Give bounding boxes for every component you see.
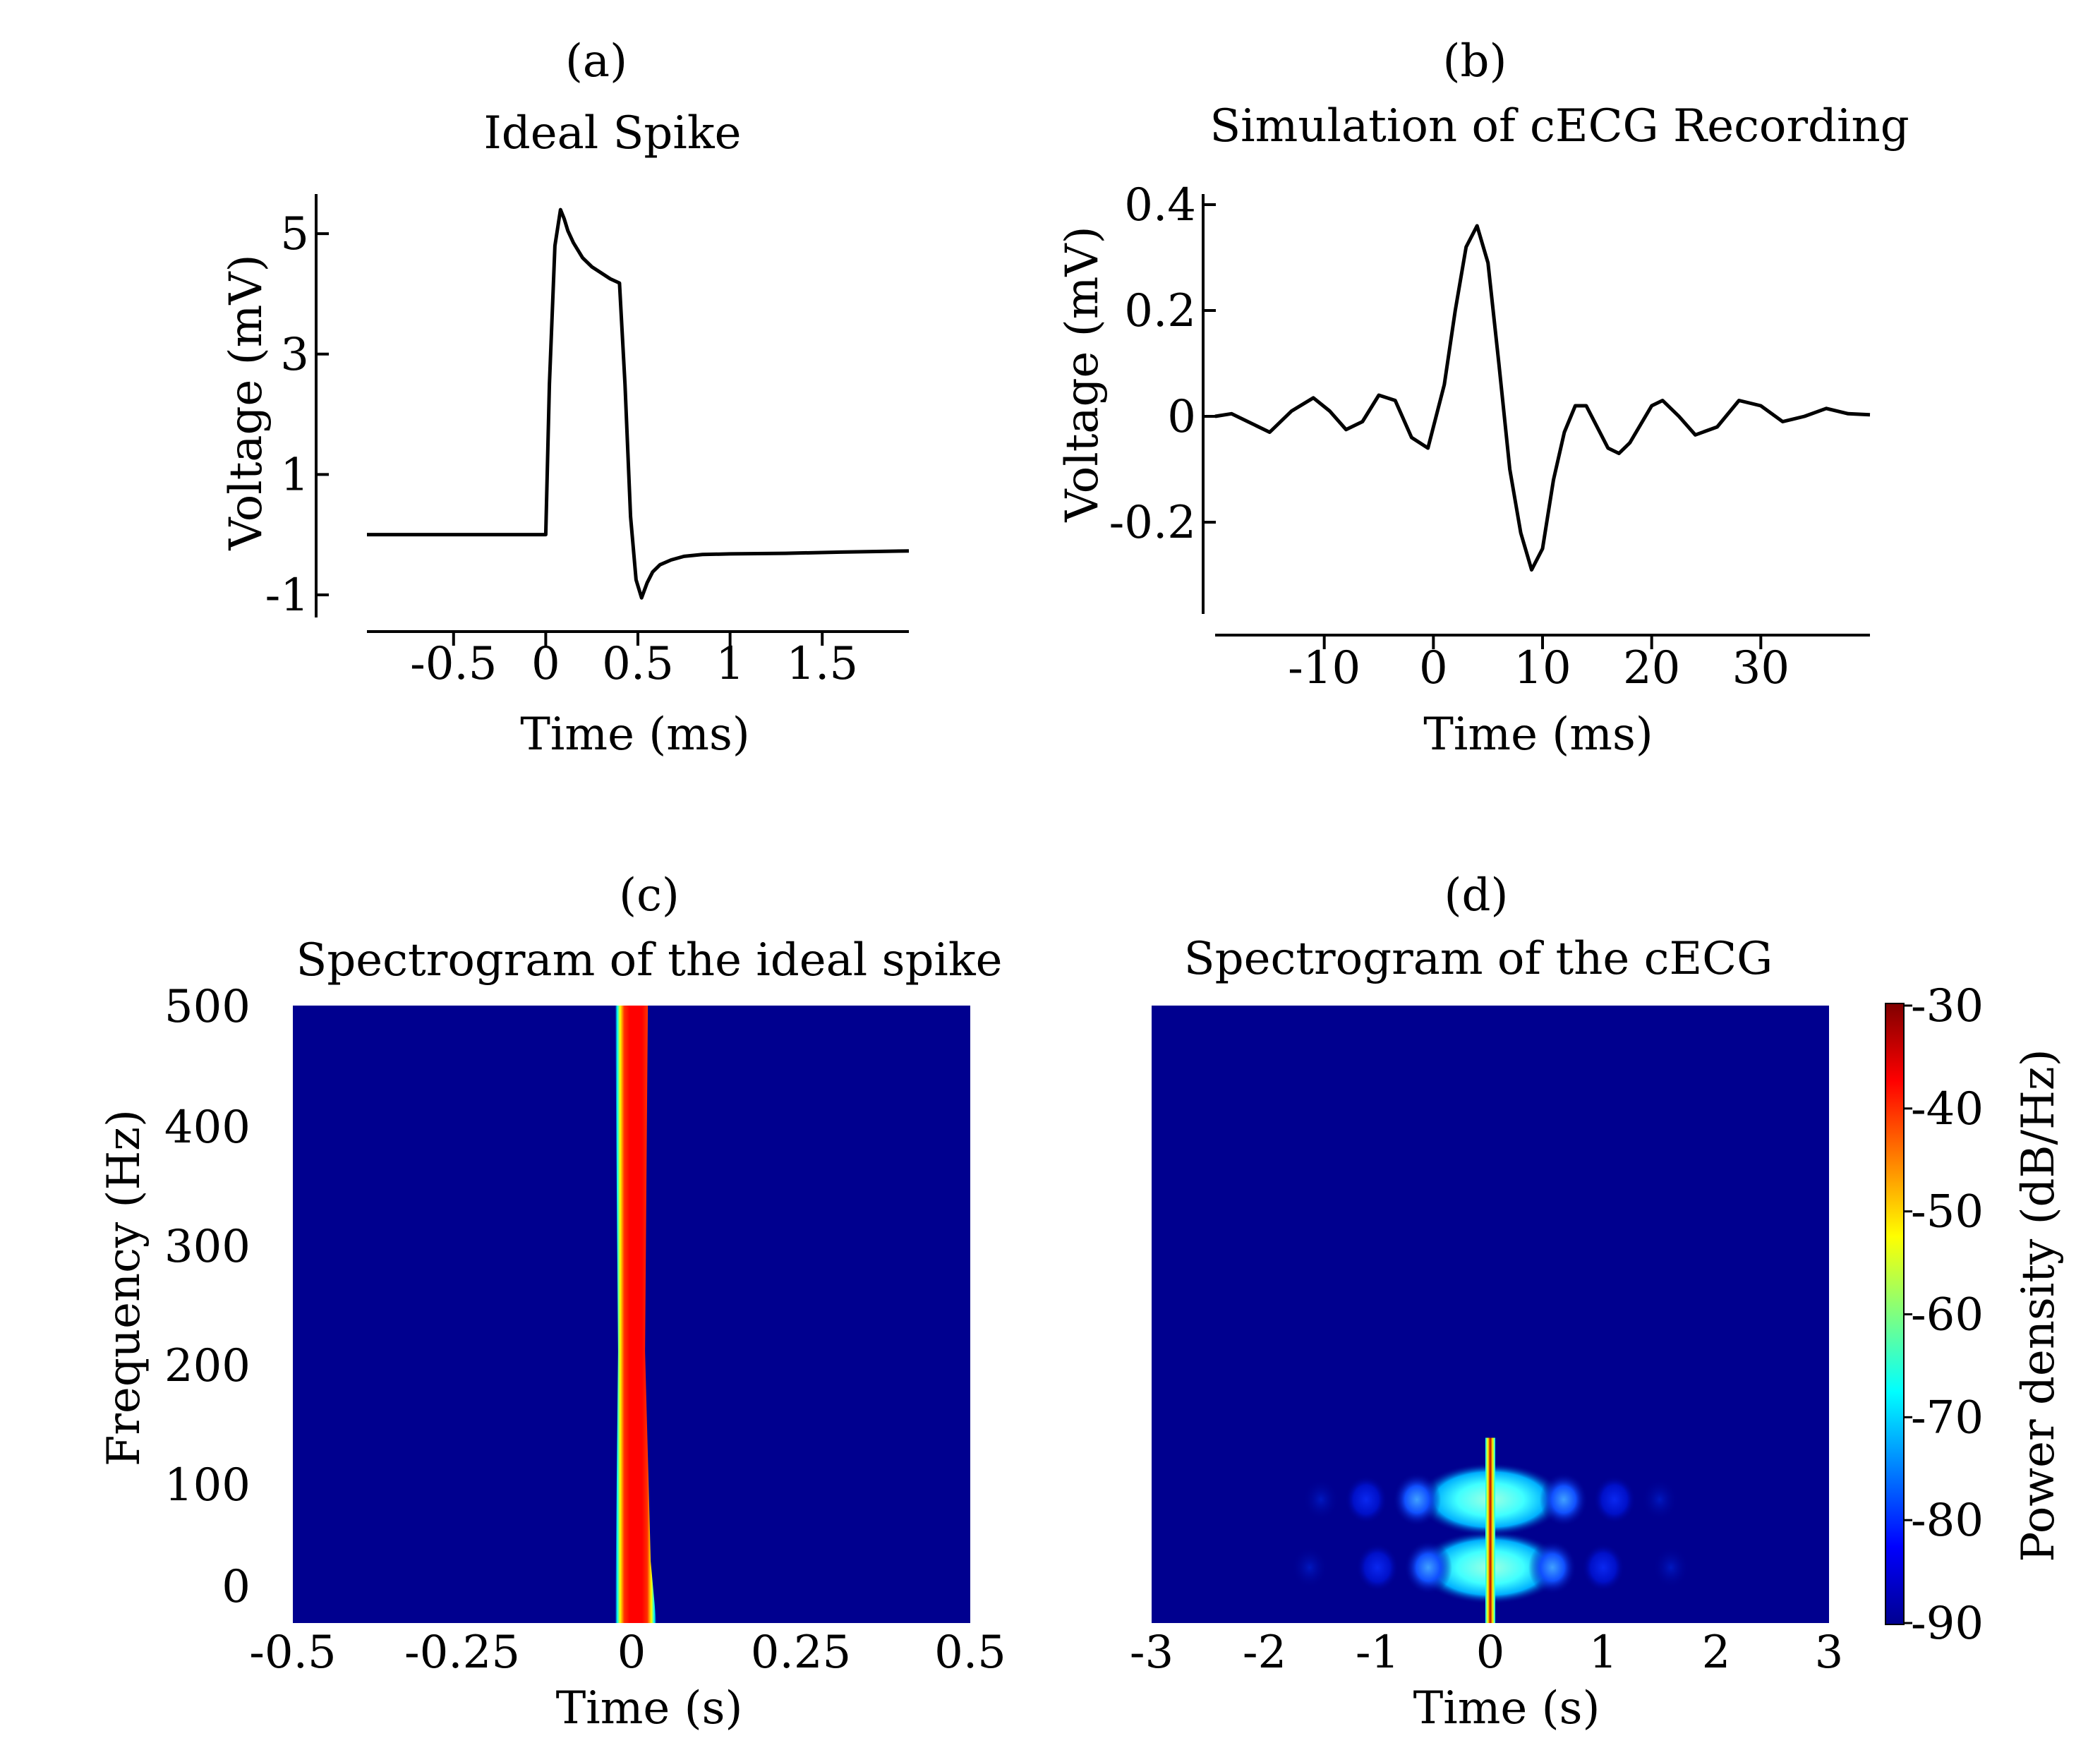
spectrogram-blob [1528,1540,1576,1595]
x-tick-label: -2 [1243,1627,1286,1679]
panel-d-label: (d) [1444,869,1509,922]
panel-b-cecg-line [1214,224,1871,572]
colorbar-gradient [1885,1003,1905,1625]
x-tick-label: -0.5 [410,638,497,690]
panel-c: (c) Spectrogram of the ideal spike -0.5-… [98,869,1006,1735]
panel-c-ylabel: Frequency (Hz) [98,1109,150,1466]
x-tick-label: 1 [1589,1627,1618,1679]
x-tick-label: 30 [1732,642,1790,694]
panel-d-title: Spectrogram of the cECG [1184,933,1773,985]
x-tick-label: 0.25 [751,1627,852,1679]
panel-c-spike-band [615,1006,657,1623]
x-tick-label: 0 [1476,1627,1505,1679]
spectrogram-blob [1540,1473,1588,1526]
spectrogram-blob [1303,1478,1339,1521]
panel-c-ticks: -0.5 -0.25 0 0.25 0.5 0 100 200 300 400 500 [164,981,1006,1679]
panel-c-title: Spectrogram of the ideal spike [296,934,1002,987]
y-tick-label: 3 [280,329,309,381]
panel-a-title: Ideal Spike [483,107,741,159]
colorbar-tick-label: -90 [1911,1598,1984,1650]
panel-a-ylabel: Voltage (mV) [220,254,272,550]
spectrogram-blob [1404,1540,1452,1595]
spectrogram-blob [1653,1546,1689,1589]
y-tick-label: 0.2 [1124,285,1196,337]
spectrogram-blob [1393,1473,1441,1526]
panel-c-xlabel: Time (s) [556,1682,743,1735]
colorbar-label: Power density (dB/Hz) [2012,1049,2065,1562]
x-tick-label: -3 [1130,1627,1173,1679]
x-tick-label: 0.5 [602,638,674,690]
panel-b-ticks: -10 0 10 20 30 -0.2 0 0.2 0.4 [1109,179,1790,694]
y-tick-label: 0 [1167,391,1196,443]
panel-c-label: (c) [619,869,680,922]
x-tick-label: -1 [1356,1627,1399,1679]
y-tick-label: 200 [164,1340,251,1392]
panel-d-features [1291,1437,1689,1623]
x-tick-label: 1 [716,638,744,690]
colorbar-tick-label: -70 [1911,1392,1984,1444]
colorbar-ticks: -30 -40 -50 -60 -70 -80 -90 [1904,980,1984,1650]
x-tick-label: -10 [1288,642,1360,694]
y-tick-label: -1 [265,569,309,622]
y-tick-label: 0 [222,1561,251,1613]
x-tick-label: -0.25 [404,1627,520,1679]
y-tick-label: 400 [164,1102,251,1154]
x-tick-label: 0 [617,1627,646,1679]
y-tick-label: -0.2 [1109,497,1196,549]
y-tick-label: 5 [280,208,309,260]
x-tick-label: 0 [1419,642,1448,694]
colorbar: -30 -40 -50 -60 -70 -80 -90 Power density (dB/… [1885,980,2065,1650]
spectrogram-blob [1356,1543,1399,1592]
spectrogram-blob [1345,1476,1387,1524]
colorbar-tick-label: -60 [1911,1289,1984,1341]
colorbar-tick-label: -50 [1911,1186,1984,1238]
panel-b-title: Simulation of cECG Recording [1209,100,1909,152]
x-tick-label: -0.5 [249,1627,336,1679]
y-tick-label: 300 [164,1221,251,1273]
colorbar-tick-label: -80 [1911,1495,1984,1547]
x-tick-label: 2 [1702,1627,1731,1679]
panel-b: (b) Simulation of cECG Recording -10 0 10 2… [1056,35,1909,761]
panel-d-ticks: -3 -2 -1 0 1 2 3 [1130,1627,1844,1679]
spectrogram-blob [1641,1478,1678,1521]
y-tick-label: 500 [164,981,251,1033]
y-tick-label: 0.4 [1124,179,1196,231]
y-tick-label: 100 [164,1459,251,1512]
spectrogram-blob [1593,1476,1636,1524]
x-tick-label: 3 [1815,1627,1844,1679]
x-tick-label: 20 [1623,642,1680,694]
x-tick-label: 1.5 [786,638,858,690]
x-tick-label: 0.5 [934,1627,1006,1679]
colorbar-tick-label: -40 [1911,1083,1984,1135]
spectrogram-peak-line [1485,1437,1495,1623]
y-tick-label: 1 [280,449,309,501]
x-tick-label: 0 [531,638,560,690]
spectrogram-blob [1582,1543,1624,1592]
panel-d: (d) Spectrogram of the cECG -3 -2 -1 0 1 2 3 T… [1130,869,1844,1735]
panel-d-xlabel: Time (s) [1413,1682,1600,1735]
x-tick-label: 10 [1514,642,1571,694]
spectrogram-blob [1291,1546,1328,1589]
panel-a-label: (a) [565,35,627,88]
panel-b-ylabel: Voltage (mV) [1056,226,1109,522]
panel-a: (a) Ideal Spike -0.5 0 0.5 1 1.5 -1 1 3 5 Time (… [220,35,910,761]
panel-b-xlabel: Time (ms) [1423,708,1653,761]
colorbar-tick-label: -30 [1911,980,1984,1032]
panel-a-xlabel: Time (ms) [520,708,750,761]
panel-b-label: (b) [1443,35,1507,88]
panel-a-ticks: -0.5 0 0.5 1 1.5 -1 1 3 5 [265,208,858,690]
panel-a-spike-line [367,207,910,600]
